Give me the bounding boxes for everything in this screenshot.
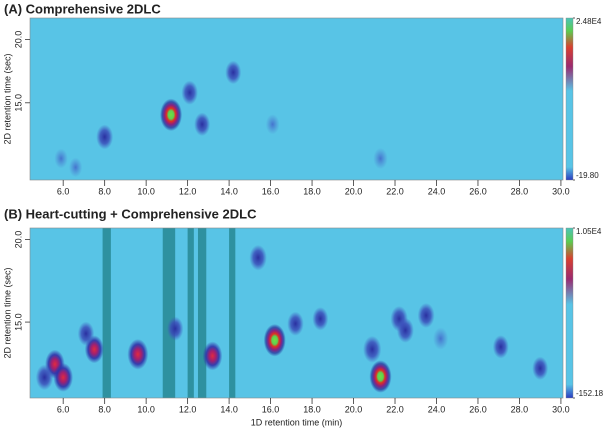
x-tick-label: 22.0 [386, 186, 404, 196]
colorbar [565, 17, 574, 181]
x-axis-label: 1D retention time (min) [251, 417, 343, 427]
y-tick-label: 15.0 [13, 94, 23, 112]
peak [263, 323, 286, 357]
peak [77, 321, 95, 346]
cut-window [229, 228, 236, 398]
peak [373, 147, 388, 170]
x-tick-label: 8.0 [98, 404, 111, 414]
peak [532, 356, 549, 380]
x-tick-label: 20.0 [345, 404, 363, 414]
x-tick-label: 6.0 [57, 186, 70, 196]
peak [54, 148, 68, 169]
cut-window [197, 228, 207, 398]
cut-window [187, 228, 194, 398]
x-tick-label: 16.0 [262, 186, 280, 196]
peak [363, 335, 382, 363]
y-axis-label: 2D retention time (sec) [2, 267, 12, 358]
chart-title: (A) Comprehensive 2DLC [4, 1, 161, 16]
colorbar-label: -152.18 [576, 389, 604, 398]
x-tick-label: 30.0 [552, 186, 570, 196]
x-tick-label: 26.0 [469, 186, 487, 196]
x-tick-label: 10.0 [137, 186, 155, 196]
x-tick-label: 10.0 [137, 404, 155, 414]
x-tick-label: 18.0 [303, 404, 321, 414]
plot-frame [29, 227, 564, 399]
y-tick-label: 20.0 [13, 231, 23, 249]
chart-title: (B) Heart-cutting + Comprehensive 2DLC [4, 206, 257, 221]
peak [396, 317, 414, 343]
x-tick-label: 14.0 [220, 186, 238, 196]
x-tick-label: 8.0 [98, 186, 111, 196]
x-tick-label: 28.0 [511, 186, 529, 196]
peak [492, 335, 509, 359]
peak [249, 244, 267, 271]
y-tick-label: 20.0 [13, 31, 23, 49]
x-tick-label: 22.0 [386, 404, 404, 414]
cut-window [162, 228, 176, 398]
peak [287, 311, 304, 336]
peak [53, 362, 74, 392]
peak [433, 327, 449, 350]
peak [127, 338, 149, 370]
peak [225, 60, 242, 85]
colorbar-label: -19.80 [576, 171, 599, 180]
x-tick-label: 12.0 [179, 404, 197, 414]
peak [369, 360, 392, 393]
peak [68, 157, 83, 178]
peak [166, 316, 184, 341]
x-tick-label: 18.0 [303, 186, 321, 196]
y-tick-label: 15.0 [13, 313, 23, 331]
x-tick-label: 6.0 [57, 404, 70, 414]
x-tick-label: 16.0 [262, 404, 280, 414]
y-axis-label: 2D retention time (sec) [2, 53, 12, 144]
x-tick-label: 28.0 [511, 404, 529, 414]
plot-background [30, 18, 563, 180]
colorbar [565, 227, 574, 399]
peak [202, 341, 223, 371]
peak [417, 302, 435, 328]
colorbar-label: 2.48E4 [576, 17, 602, 26]
x-tick-label: 14.0 [220, 404, 238, 414]
peak [35, 364, 54, 391]
peak [194, 112, 211, 137]
cut-window [102, 228, 111, 398]
peak [96, 124, 114, 150]
peak [265, 114, 280, 135]
colorbar-label: 1.05E4 [576, 227, 602, 236]
peak [159, 98, 183, 132]
peak [181, 80, 198, 105]
x-tick-label: 30.0 [552, 404, 570, 414]
x-tick-label: 26.0 [469, 404, 487, 414]
x-tick-label: 24.0 [428, 404, 446, 414]
x-tick-label: 20.0 [345, 186, 363, 196]
plot-frame [29, 17, 564, 181]
x-tick-label: 24.0 [428, 186, 446, 196]
x-tick-label: 12.0 [179, 186, 197, 196]
peak [312, 307, 329, 331]
